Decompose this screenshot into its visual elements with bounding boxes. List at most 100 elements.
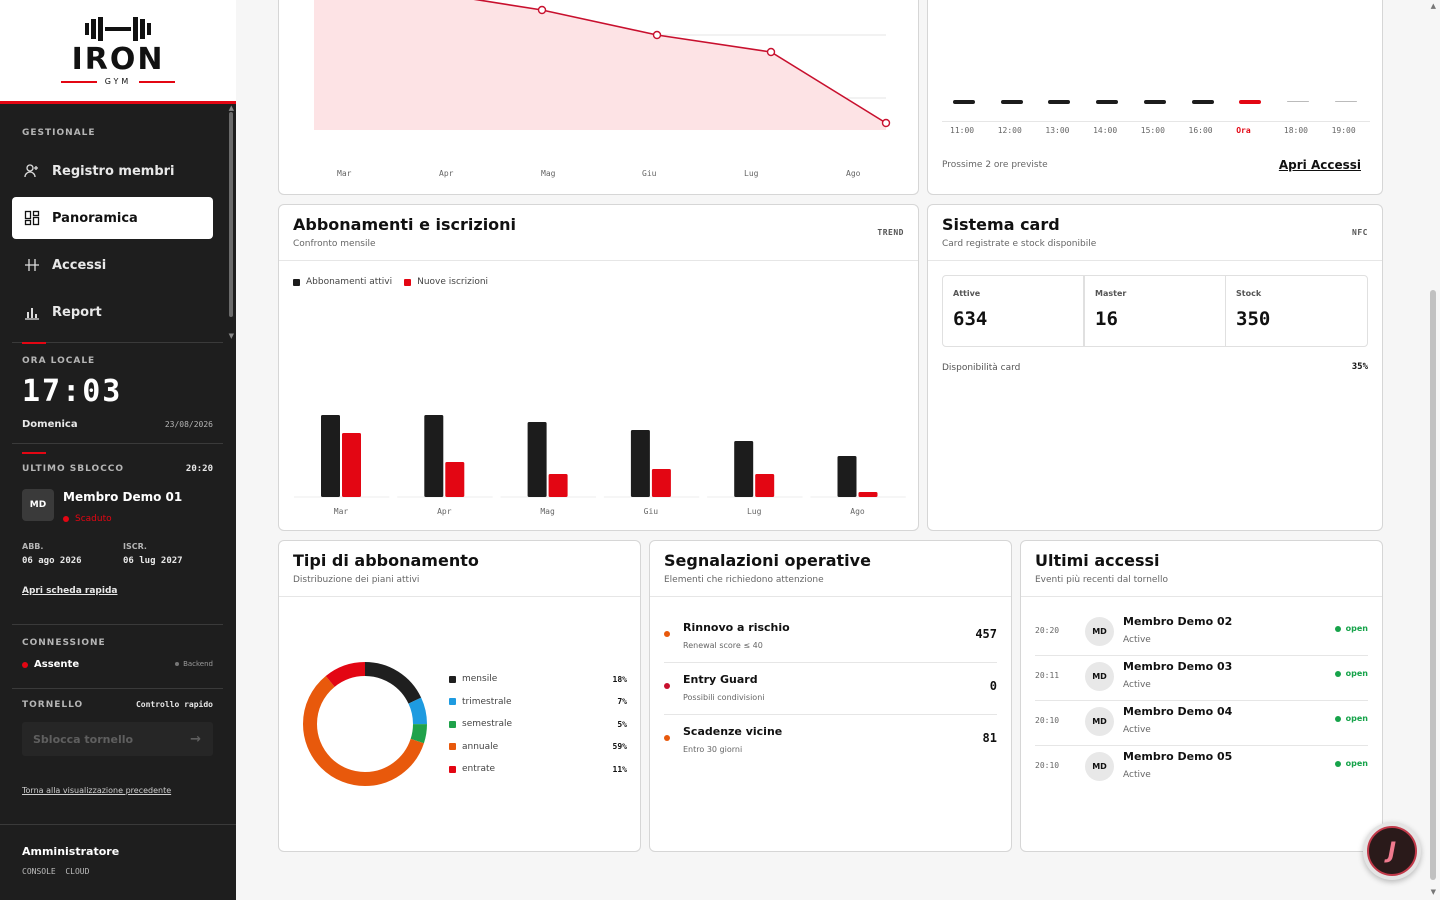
x-tick-label: Ago xyxy=(846,169,861,178)
avatar: MD xyxy=(1085,662,1114,691)
x-tick-label: Lug xyxy=(744,169,759,178)
alert-subtitle: Possibili condivisioni xyxy=(683,693,765,702)
legend-percent: 5% xyxy=(617,719,627,729)
members-trend-card: Mar Apr Mag Giu Lug Ago xyxy=(278,0,919,195)
x-tick-label: Lug xyxy=(747,507,762,516)
alert-row[interactable]: Rinnovo a rischio Renewal score ≤ 40 457 xyxy=(664,611,997,663)
abb-value: 06 ago 2026 xyxy=(22,556,82,566)
local-clock: 17:03 xyxy=(22,374,123,409)
alert-title: Scadenze vicine xyxy=(683,725,783,738)
stat-value: 350 xyxy=(1236,308,1271,330)
nav-label: Panoramica xyxy=(52,210,138,226)
open-badge: open xyxy=(1334,669,1368,678)
access-icon xyxy=(24,257,40,273)
donut-slice-entrate[interactable] xyxy=(303,662,427,786)
member-name: Membro Demo 04 xyxy=(1123,705,1233,718)
hour-label: 16:00 xyxy=(1188,126,1213,135)
legend-swatch xyxy=(449,720,456,728)
stat-stock: Stock 350 xyxy=(1225,275,1368,347)
open-quick-card-link[interactable]: Apri scheda rapida xyxy=(22,586,118,596)
user-name: Amministratore xyxy=(22,845,120,858)
access-row[interactable]: 20:10 MD Membro Demo 05 Active open xyxy=(1035,746,1368,791)
card-subtitle: Elementi che richiedono attenzione xyxy=(664,575,824,585)
plan-legend-item: entrate 11% xyxy=(449,764,627,774)
hour-mark xyxy=(1000,100,1023,104)
alert-count: 81 xyxy=(982,731,997,745)
stat-label: Master xyxy=(1095,289,1127,298)
hour-label: 12:00 xyxy=(997,126,1022,135)
donut-slice-annuale[interactable] xyxy=(303,662,427,786)
stat-label: Stock xyxy=(1236,289,1262,298)
user-plus-icon xyxy=(24,163,40,179)
open-accessi-link[interactable]: Apri Accessi xyxy=(1278,158,1361,172)
bar-active-subscriptions[interactable] xyxy=(424,415,444,497)
arrow-right-icon[interactable]: → xyxy=(190,731,201,747)
hour-mark xyxy=(1143,100,1166,104)
brand-logo[interactable]: IRON GYM xyxy=(0,0,236,104)
scroll-down-arrow[interactable]: ▼ xyxy=(1430,888,1436,896)
nav-registro-membri[interactable]: Registro membri xyxy=(12,150,213,192)
nav-label: Registro membri xyxy=(52,163,175,179)
status-dot xyxy=(22,661,28,668)
legend-percent: 18% xyxy=(612,674,627,684)
card-subtitle: Confronto mensile xyxy=(293,239,376,249)
bar-new-enrollments[interactable] xyxy=(445,462,465,497)
bar-new-enrollments[interactable] xyxy=(342,433,361,497)
nav-accessi[interactable]: Accessi xyxy=(12,244,213,286)
status-dot xyxy=(63,516,69,522)
bar-active-subscriptions[interactable] xyxy=(837,456,857,497)
assistant-j-icon: J xyxy=(1367,826,1417,876)
bar-active-subscriptions[interactable] xyxy=(630,430,650,497)
card-system-card: Sistema card Card registrate e stock dis… xyxy=(927,204,1383,531)
bar-new-enrollments[interactable] xyxy=(858,492,878,497)
hour-mark xyxy=(1096,100,1119,104)
brand-name: IRON xyxy=(71,42,165,77)
alert-row[interactable]: Scadenze vicine Entro 30 giorni 81 xyxy=(664,715,997,767)
brand-sub: GYM xyxy=(104,77,132,86)
scroll-up-arrow[interactable]: ▲ xyxy=(228,104,234,112)
access-time: 20:20 xyxy=(1035,626,1060,635)
nav-report[interactable]: Report xyxy=(12,291,213,333)
bar-new-enrollments[interactable] xyxy=(651,469,671,497)
bar-new-enrollments[interactable] xyxy=(548,474,568,497)
page-scrollbar[interactable] xyxy=(1430,290,1436,880)
access-row[interactable]: 20:20 MD Membro Demo 02 Active open xyxy=(1035,611,1368,656)
avatar: MD xyxy=(1085,617,1114,646)
hour-label: 18:00 xyxy=(1283,126,1308,135)
unlock-turnstile-input[interactable]: Sblocca tornello → xyxy=(22,722,213,756)
bar-active-subscriptions[interactable] xyxy=(527,422,547,497)
legend-label: entrate xyxy=(462,764,496,774)
x-tick-label: Mar xyxy=(334,507,349,516)
member-name: Membro Demo 02 xyxy=(1123,615,1233,628)
bar-new-enrollments[interactable] xyxy=(755,474,775,497)
members-trend-chart xyxy=(314,0,891,130)
nav-panoramica[interactable]: Panoramica xyxy=(12,197,213,239)
x-tick-label: Ago xyxy=(850,507,865,516)
assistant-button[interactable]: J xyxy=(1363,822,1421,880)
bar-active-subscriptions[interactable] xyxy=(734,441,754,497)
legend-percent: 11% xyxy=(612,764,627,774)
back-link[interactable]: Torna alla visualizzazione precedente xyxy=(22,786,172,795)
alert-title: Rinnovo a rischio xyxy=(683,621,790,634)
access-row[interactable]: 20:10 MD Membro Demo 04 Active open xyxy=(1035,701,1368,746)
last-unlock-time: 20:20 xyxy=(185,464,213,474)
bar-active-subscriptions[interactable] xyxy=(321,415,340,497)
x-tick-label: Giu xyxy=(642,169,657,178)
donut-slice-trimestrale[interactable] xyxy=(303,662,427,786)
legend-swatch xyxy=(404,278,412,286)
bar-chart-icon xyxy=(24,304,40,320)
clock-day: Domenica xyxy=(22,419,78,430)
access-row[interactable]: 20:11 MD Membro Demo 03 Active open xyxy=(1035,656,1368,701)
quick-control-label: Controllo rapido xyxy=(135,700,213,709)
nav-label: Accessi xyxy=(52,257,107,273)
plan-types-card: Tipi di abbonamento Distribuzione dei pi… xyxy=(278,540,641,852)
trend-area xyxy=(314,0,886,130)
card-subtitle: Distribuzione dei piani attivi xyxy=(293,575,420,585)
alert-row[interactable]: Entry Guard Possibili condivisioni 0 xyxy=(664,663,997,715)
sidebar-scrollbar[interactable] xyxy=(229,112,233,317)
scroll-up-arrow[interactable]: ▲ xyxy=(1430,2,1436,10)
legend-label: trimestrale xyxy=(462,696,512,707)
scroll-down-arrow[interactable]: ▼ xyxy=(228,332,234,340)
legend-percent: 59% xyxy=(612,742,627,751)
iscr-value: 06 lug 2027 xyxy=(123,556,183,566)
